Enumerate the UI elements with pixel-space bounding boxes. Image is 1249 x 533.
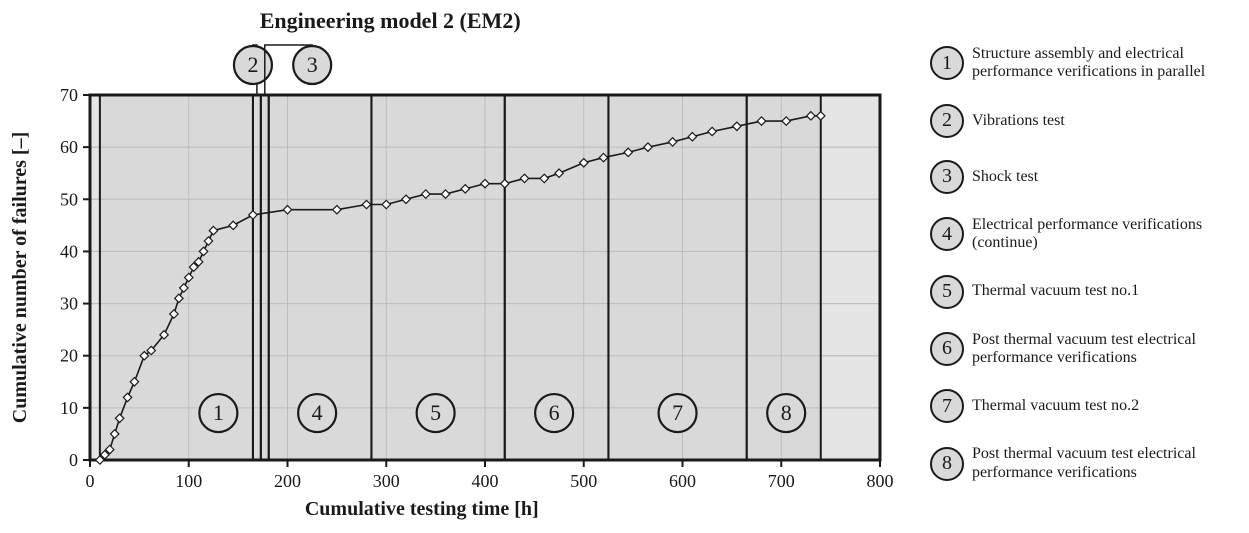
y-tick-label: 10 — [60, 398, 78, 418]
legend-badge-8: 8 — [930, 447, 964, 481]
legend-item-1: 1Structure assembly and electrical perfo… — [930, 45, 1230, 82]
region-bg-3 — [261, 95, 269, 460]
x-tick-label: 400 — [472, 471, 499, 491]
callout-badge-label: 2 — [247, 52, 258, 77]
legend-text-3: Shock test — [972, 168, 1038, 186]
y-axis-label: Cumulative number of failures [–] — [9, 132, 31, 423]
y-tick-label: 0 — [69, 450, 78, 470]
y-tick-label: 40 — [60, 241, 78, 261]
x-tick-label: 500 — [570, 471, 597, 491]
legend-text-6: Post thermal vacuum test electrical perf… — [972, 331, 1230, 368]
legend-item-5: 5 Thermal vacuum test no.1 — [930, 275, 1230, 309]
legend: 1Structure assembly and electrical perfo… — [930, 45, 1230, 504]
x-tick-label: 300 — [373, 471, 400, 491]
legend-item-7: 7 Thermal vacuum test no.2 — [930, 389, 1230, 423]
legend-text-4: Electrical performance verifications (co… — [972, 216, 1230, 253]
region-badge-label: 5 — [430, 400, 441, 425]
legend-badge-3: 3 — [930, 160, 964, 194]
y-tick-label: 30 — [60, 294, 78, 314]
y-tick-label: 70 — [60, 85, 78, 105]
x-tick-label: 200 — [274, 471, 301, 491]
legend-badge-2: 2 — [930, 104, 964, 138]
legend-item-8: 8Post thermal vacuum test electrical per… — [930, 445, 1230, 482]
y-tick-label: 60 — [60, 137, 78, 157]
x-tick-label: 600 — [669, 471, 696, 491]
x-tick-label: 100 — [175, 471, 202, 491]
legend-item-6: 6Post thermal vacuum test electrical per… — [930, 331, 1230, 368]
legend-text-8: Post thermal vacuum test electrical perf… — [972, 445, 1230, 482]
region-bg-2 — [253, 95, 261, 460]
legend-badge-7: 7 — [930, 389, 964, 423]
legend-item-2: 2 Vibrations test — [930, 104, 1230, 138]
legend-text-5: Thermal vacuum test no.1 — [972, 282, 1139, 300]
region-badge-label: 4 — [312, 400, 323, 425]
legend-badge-6: 6 — [930, 332, 964, 366]
em2-chart: Engineering model 2 (EM2) Cumulative numb… — [0, 0, 920, 533]
x-tick-label: 700 — [768, 471, 795, 491]
legend-badge-1: 1 — [930, 46, 964, 80]
y-tick-label: 20 — [60, 346, 78, 366]
chart-title: Engineering model 2 (EM2) — [260, 8, 521, 33]
legend-text-1: Structure assembly and electrical perfor… — [972, 45, 1230, 82]
y-tick-label: 50 — [60, 189, 78, 209]
region-badge-label: 8 — [781, 400, 792, 425]
legend-badge-5: 5 — [930, 275, 964, 309]
legend-text-7: Thermal vacuum test no.2 — [972, 397, 1139, 415]
x-axis-label: Cumulative testing time [h] — [305, 498, 539, 520]
region-badge-label: 7 — [672, 400, 683, 425]
x-tick-label: 800 — [867, 471, 894, 491]
legend-item-3: 3 Shock test — [930, 160, 1230, 194]
legend-text-2: Vibrations test — [972, 112, 1065, 130]
legend-badge-4: 4 — [930, 217, 964, 251]
x-tick-label: 0 — [86, 471, 95, 491]
region-badge-label: 1 — [213, 400, 224, 425]
region-badge-label: 6 — [549, 400, 560, 425]
legend-item-4: 4Electrical performance verifications (c… — [930, 216, 1230, 253]
callout-badge-label: 3 — [307, 52, 318, 77]
